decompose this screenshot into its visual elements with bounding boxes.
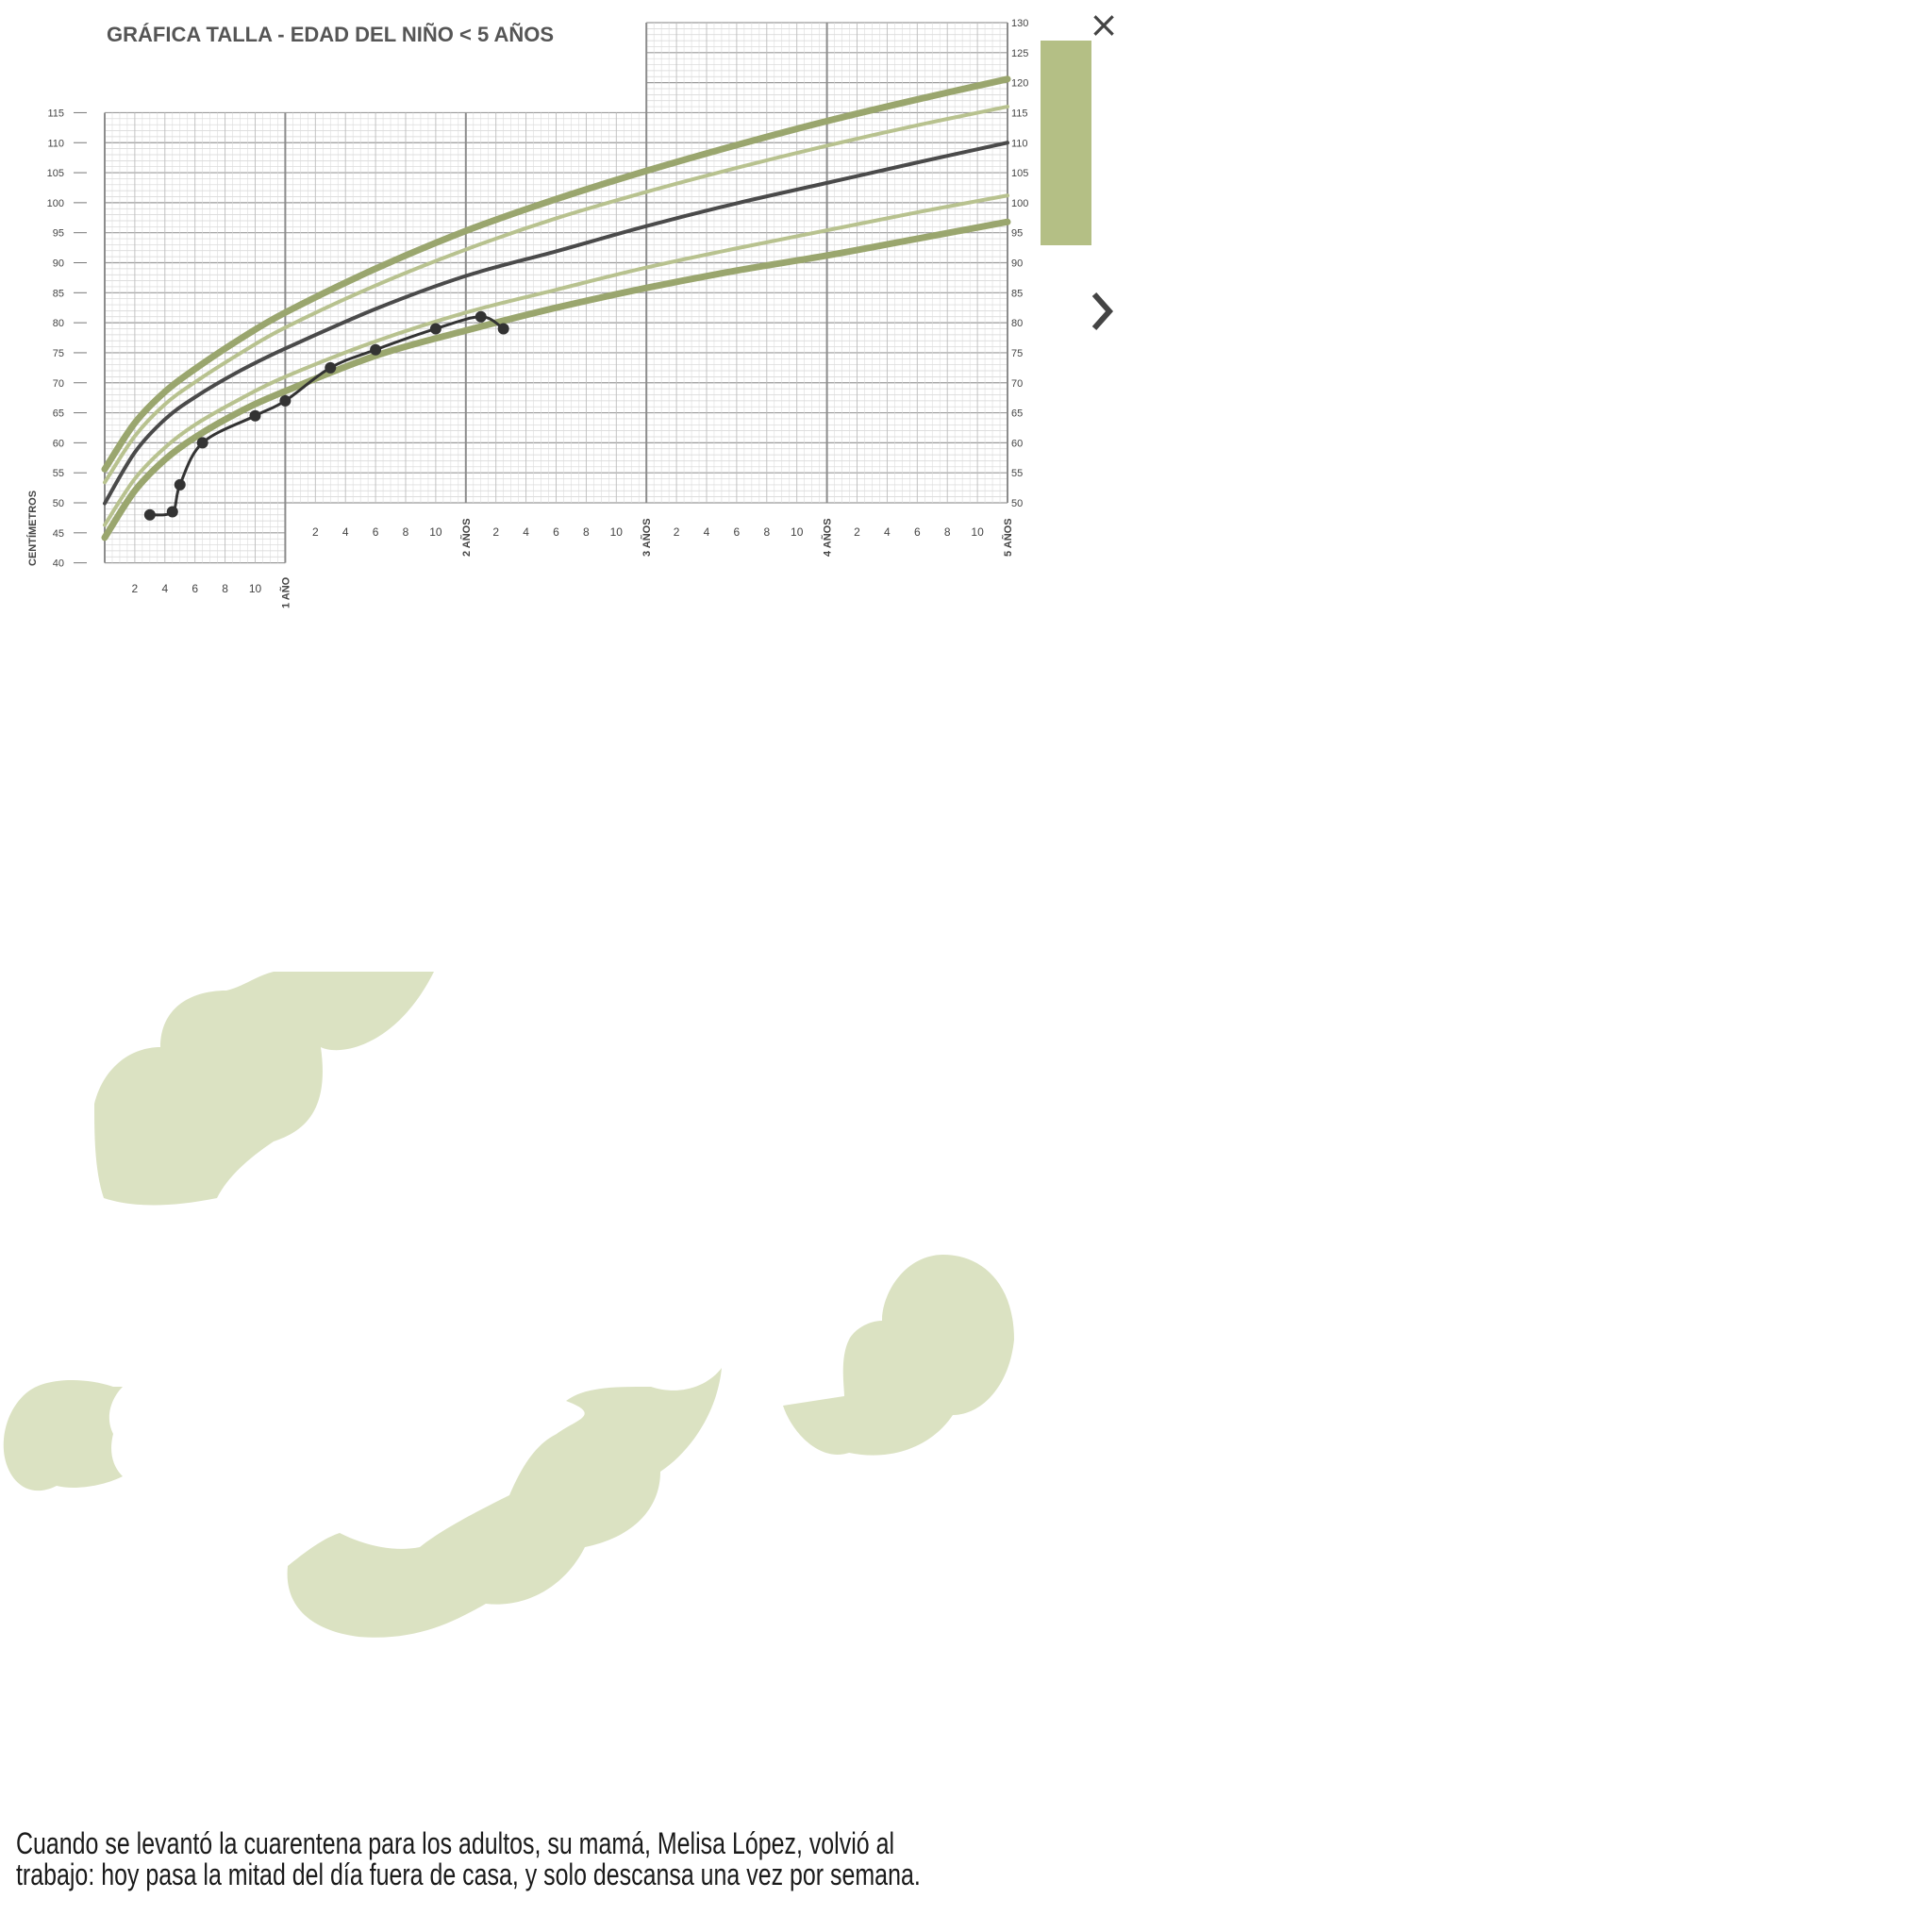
y-tick-label-right: 60 — [1011, 438, 1023, 449]
year-label: 1 AÑO — [279, 576, 291, 608]
y-tick-label-left: 100 — [47, 198, 64, 209]
measurement-point — [279, 394, 291, 407]
measurement-point — [370, 343, 382, 356]
measurement-point — [166, 506, 178, 518]
y-tick-label-left: 110 — [47, 138, 64, 149]
year-label: 3 AÑOS — [641, 518, 653, 557]
measurement-point — [174, 478, 186, 491]
measurement-point — [429, 323, 441, 335]
close-button[interactable]: × — [1085, 6, 1123, 43]
x-tick-label: 2 — [312, 525, 319, 539]
x-tick-label: 8 — [403, 525, 409, 539]
y-tick-label-left: 75 — [53, 348, 64, 359]
y-tick-label-right: 95 — [1011, 228, 1023, 240]
y-tick-label-left: 85 — [53, 288, 64, 299]
y-tick-label-right: 85 — [1011, 288, 1023, 299]
y-tick-label-left: 40 — [53, 558, 64, 570]
y-tick-label-right: 65 — [1011, 408, 1023, 420]
x-tick-label: 2 — [132, 582, 139, 595]
y-tick-label-left: 80 — [53, 318, 64, 329]
x-tick-label: 2 — [674, 525, 680, 539]
year-label: 5 AÑOS — [1002, 518, 1014, 557]
y-tick-label-left: 45 — [53, 528, 64, 540]
year-label: 4 AÑOS — [822, 518, 834, 557]
x-tick-label: 8 — [763, 525, 770, 539]
measurement-point — [196, 437, 208, 449]
x-tick-label: 8 — [222, 582, 228, 595]
growth-chart: 40 45 50 55 60 65 70 75 80 85 90 95 100 105 110 115 50 55… — [26, 18, 1028, 608]
side-panel — [1041, 41, 1091, 245]
y-tick-label-left: 105 — [47, 168, 64, 179]
chart-title: GRÁFICA TALLA - EDAD DEL NIÑO < 5 AÑOS — [107, 23, 554, 46]
y-tick-label-right: 110 — [1011, 138, 1028, 149]
x-tick-label: 10 — [610, 525, 624, 539]
cloud-decoration — [3, 972, 1014, 1638]
y-tick-label-left: 65 — [53, 408, 64, 420]
close-icon: × — [1089, 4, 1119, 45]
x-tick-label: 8 — [944, 525, 951, 539]
x-tick-label: 4 — [704, 525, 710, 539]
y-tick-label-right: 130 — [1011, 18, 1028, 29]
x-tick-label: 6 — [734, 525, 741, 539]
x-tick-label: 6 — [914, 525, 921, 539]
y-tick-label-right: 115 — [1011, 108, 1028, 119]
y-tick-label-right: 50 — [1011, 498, 1023, 509]
year-label: 2 AÑOS — [460, 518, 473, 557]
caption-line-2: trabajo: hoy pasa la mitad del día fuera… — [16, 1857, 921, 1891]
y-axis-label: CENTÍMETROS — [26, 491, 39, 566]
x-tick-label: 10 — [429, 525, 442, 539]
y-tick-label-right: 75 — [1011, 348, 1023, 359]
measurement-point — [143, 508, 156, 521]
series-line-upper-thin — [103, 105, 1009, 485]
y-tick-label-left: 115 — [47, 108, 64, 119]
x-tick-label: 10 — [971, 525, 984, 539]
x-tick-label: 2 — [492, 525, 499, 539]
x-tick-label: 4 — [523, 525, 529, 539]
x-tick-label: 6 — [192, 582, 198, 595]
x-tick-label: 4 — [884, 525, 891, 539]
x-tick-label: 6 — [373, 525, 379, 539]
measurement-point — [249, 409, 261, 422]
y-tick-label-right: 100 — [1011, 198, 1028, 209]
x-tick-label: 2 — [854, 525, 860, 539]
caption-line-1: Cuando se levantó la cuarentena para los… — [16, 1826, 894, 1860]
grid — [104, 22, 1008, 564]
y-tick-label-left: 55 — [53, 468, 64, 479]
y-tick-label-right: 90 — [1011, 258, 1023, 270]
series-line-lower-thick — [101, 218, 1011, 541]
y-tick-label-right: 70 — [1011, 378, 1023, 390]
y-tick-label-right: 105 — [1011, 168, 1028, 179]
caption: Cuando se levantó la cuarentena para los… — [16, 1828, 973, 1890]
y-tick-label-right: 125 — [1011, 48, 1028, 59]
y-tick-label-right: 120 — [1011, 78, 1028, 90]
series-line-lower-thin — [103, 193, 1009, 527]
y-tick-label-left: 95 — [53, 228, 64, 240]
y-tick-label-right: 80 — [1011, 318, 1023, 329]
x-tick-label: 10 — [791, 525, 804, 539]
y-tick-label-left: 70 — [53, 378, 64, 390]
y-tick-label-left: 60 — [53, 438, 64, 449]
series-line-median — [103, 141, 1009, 506]
x-tick-label: 4 — [342, 525, 349, 539]
y-tick-label-right: 55 — [1011, 468, 1023, 479]
x-tick-label: 8 — [583, 525, 590, 539]
chevron-right-icon — [1091, 292, 1114, 330]
y-tick-label-left: 90 — [53, 258, 64, 270]
y-tick-label-left: 50 — [53, 498, 64, 509]
next-button[interactable] — [1085, 283, 1123, 340]
x-tick-label: 6 — [553, 525, 559, 539]
x-tick-label: 10 — [249, 582, 262, 595]
series-line-upper-thick — [101, 75, 1011, 473]
measurement-point — [497, 323, 509, 335]
measurement-point — [475, 310, 487, 323]
x-tick-label: 4 — [161, 582, 168, 595]
measurement-point — [325, 361, 337, 374]
